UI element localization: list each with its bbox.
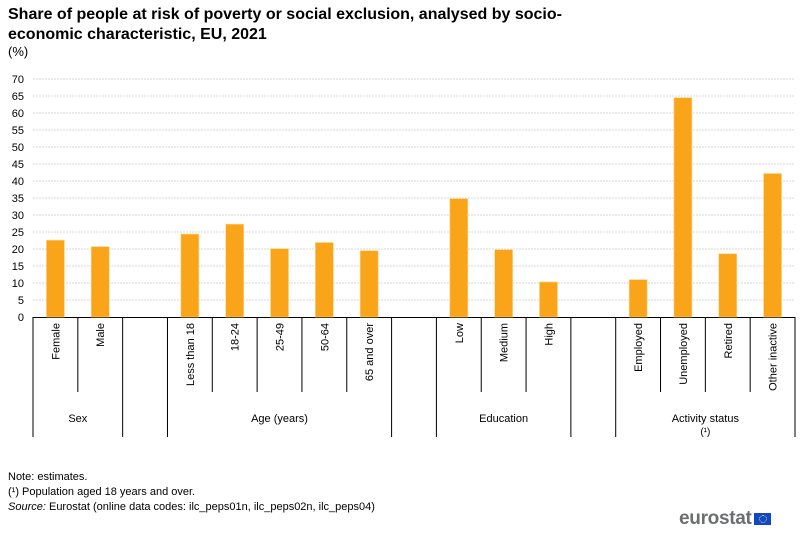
y-tick-label: 0 (18, 312, 24, 324)
x-group-label: Education (479, 413, 528, 425)
x-group-note: (¹) (700, 427, 710, 438)
bar (90, 246, 110, 318)
bar (359, 250, 379, 318)
bar (315, 242, 334, 318)
y-tick-label: 65 (12, 91, 24, 103)
x-category-label: Male (95, 323, 107, 347)
x-category-label: Female (50, 323, 62, 360)
bar (46, 239, 65, 318)
source-line: Source: Eurostat (online data codes: ilc… (8, 500, 375, 515)
y-tick-label: 20 (12, 244, 24, 256)
x-category-label: Employed (633, 323, 645, 372)
unit-label: (%) (8, 44, 29, 59)
x-group-label: Age (years) (251, 413, 308, 425)
x-category-label: Medium (499, 323, 511, 362)
x-category-label: 25-49 (275, 323, 287, 351)
footnote: (¹) Population aged 18 years and over. (8, 486, 196, 498)
bar (673, 97, 693, 318)
x-group-label: Sex (68, 413, 87, 425)
bar (718, 253, 738, 318)
bar (180, 233, 200, 318)
bar (494, 249, 513, 318)
y-tick-label: 35 (12, 193, 24, 205)
x-category-label: 65 and over (364, 323, 376, 381)
notes: Note: estimates. (¹) Population aged 18 … (8, 470, 375, 515)
y-tick-label: 25 (12, 227, 24, 239)
x-category-label: Low (454, 323, 466, 343)
bar (628, 279, 648, 318)
x-category-label: Less than 18 (185, 323, 197, 386)
x-category-label: Other inactive (768, 323, 780, 391)
note-estimates: Note: estimates. (8, 471, 88, 483)
logo-text: eurostat (679, 508, 752, 529)
x-category-label: 50-64 (319, 323, 331, 351)
source-label: Source: (8, 501, 46, 513)
x-category-label: Retired (723, 323, 735, 358)
bar (225, 223, 245, 318)
y-tick-label: 50 (12, 142, 24, 154)
y-tick-label: 30 (12, 210, 24, 222)
bar (449, 198, 469, 318)
eurostat-logo: eurostat (679, 508, 771, 530)
x-category-label: Unemployed (678, 323, 690, 385)
y-tick-label: 60 (12, 108, 24, 120)
y-tick-label: 45 (12, 159, 24, 171)
y-tick-label: 5 (18, 295, 24, 307)
y-tick-label: 55 (12, 125, 24, 137)
x-group-label: Activity status (672, 413, 740, 425)
y-tick-label: 15 (12, 261, 24, 273)
y-tick-label: 40 (12, 176, 24, 188)
y-tick-label: 10 (12, 278, 24, 290)
eu-flag-icon (753, 513, 771, 525)
chart-title: Share of people at risk of poverty or so… (8, 6, 562, 43)
bar (270, 248, 289, 318)
source-text: Eurostat (online data codes: ilc_peps01n… (45, 501, 375, 513)
y-tick-label: 70 (12, 74, 24, 86)
x-category-label: High (543, 323, 555, 346)
bar (763, 173, 782, 318)
x-category-label: 18-24 (230, 323, 242, 351)
bar (539, 281, 558, 318)
